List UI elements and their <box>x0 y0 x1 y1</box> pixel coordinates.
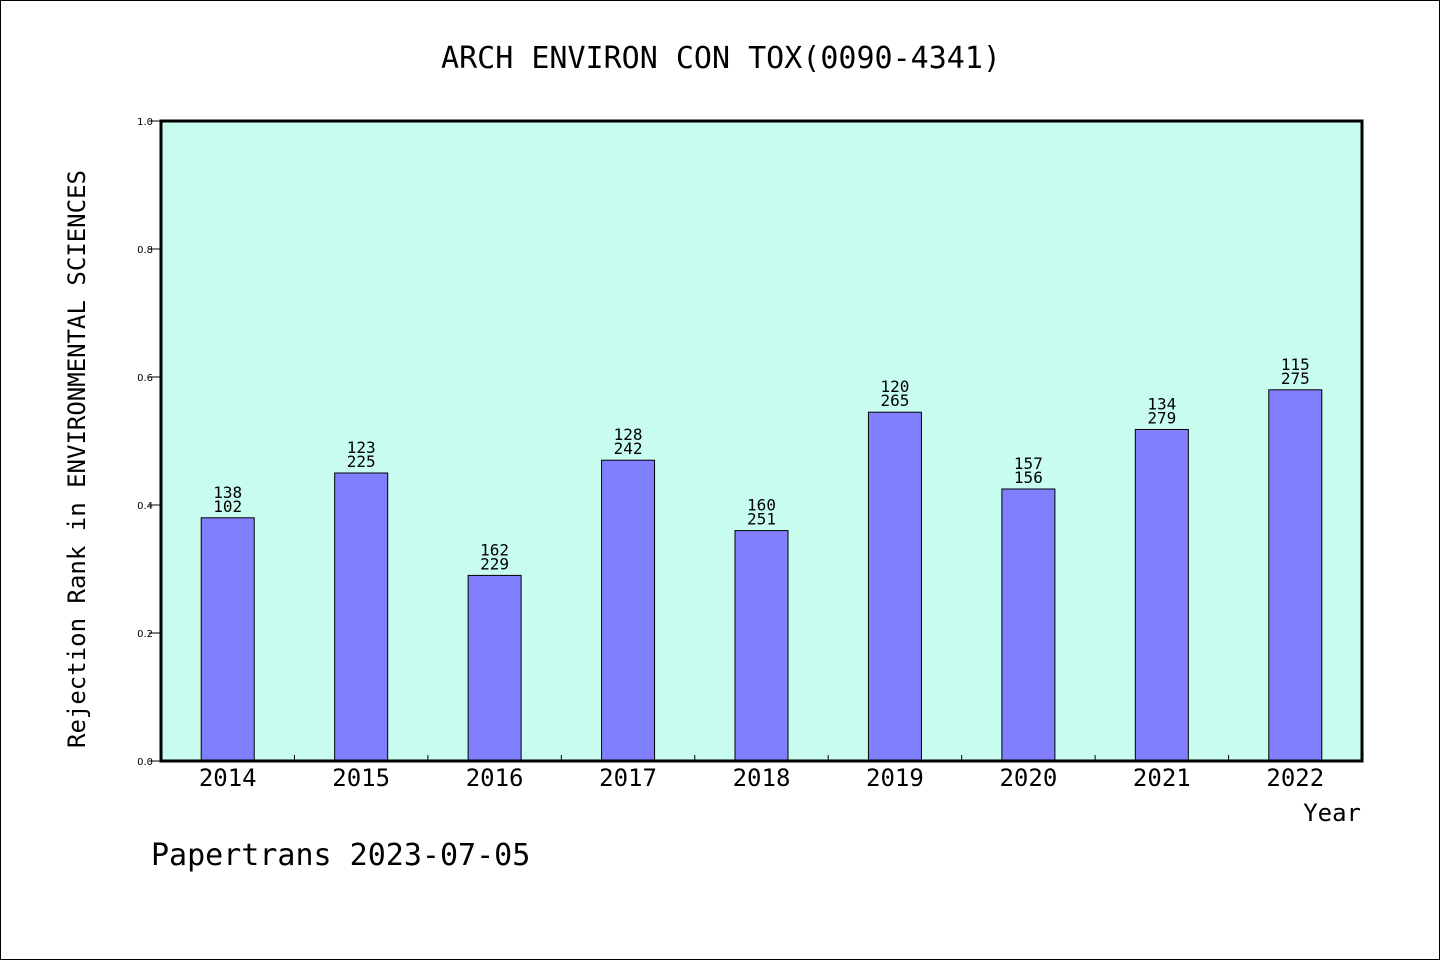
x-tick-label-2022: 2022 <box>1266 764 1324 792</box>
y-tick-label: 1.0 <box>137 117 153 128</box>
bar-2015 <box>334 472 389 762</box>
bar-2014 <box>200 517 255 762</box>
bar-label-bottom-2021: 279 <box>1147 408 1176 427</box>
x-tick-label-2020: 2020 <box>999 764 1057 792</box>
bar-2016 <box>467 574 522 762</box>
bar-label-top-2021: 134 <box>1147 394 1176 413</box>
y-tick-label: 0.0 <box>137 757 153 768</box>
x-axis-label: Year <box>1303 799 1361 827</box>
x-tick-label-2017: 2017 <box>599 764 657 792</box>
x-tick-label-2016: 2016 <box>466 764 524 792</box>
bar-label-top-2020: 157 <box>1014 454 1043 473</box>
x-tick-label-2019: 2019 <box>866 764 924 792</box>
footer-date-stamp: Papertrans 2023-07-05 <box>151 838 530 873</box>
y-axis-label: Rejection Rank in ENVIRONMENTAL SCIENCES <box>63 170 91 748</box>
bar-label-top-2016: 162 <box>480 540 509 559</box>
bar-label-bottom-2020: 156 <box>1014 468 1043 487</box>
y-tick-label: 0.4 <box>137 501 153 512</box>
bar-2019 <box>867 411 922 762</box>
plot-border <box>159 119 1364 763</box>
x-tick-label-2015: 2015 <box>332 764 390 792</box>
bar-label-top-2018: 160 <box>747 496 776 515</box>
bar-label-top-2014: 138 <box>213 483 242 502</box>
bar-label-bottom-2015: 225 <box>347 452 376 471</box>
bar-2020 <box>1001 488 1056 762</box>
bar-label-bottom-2019: 265 <box>880 391 909 410</box>
bar-label-bottom-2022: 275 <box>1281 369 1310 388</box>
bar-label-top-2015: 123 <box>347 438 376 457</box>
bar-2017 <box>601 459 656 762</box>
bar-2021 <box>1134 428 1189 762</box>
bar-label-bottom-2018: 251 <box>747 510 776 529</box>
y-tick-label: 0.2 <box>137 629 153 640</box>
bar-label-bottom-2014: 102 <box>213 497 242 516</box>
bar-2018 <box>734 530 789 762</box>
bar-label-top-2022: 115 <box>1281 355 1310 374</box>
bar-label-top-2019: 120 <box>880 377 909 396</box>
x-tick-label-2018: 2018 <box>733 764 791 792</box>
y-tick-label: 0.8 <box>137 245 153 256</box>
x-tick-label-2021: 2021 <box>1133 764 1191 792</box>
bar-label-bottom-2016: 229 <box>480 554 509 573</box>
chart-title: ARCH ENVIRON CON TOX(0090-4341) <box>441 41 1001 76</box>
y-tick-label: 0.6 <box>137 373 153 384</box>
bar-2022 <box>1268 389 1323 762</box>
x-tick-label-2014: 2014 <box>199 764 257 792</box>
bar-label-top-2017: 128 <box>614 425 643 444</box>
bar-label-bottom-2017: 242 <box>614 439 643 458</box>
